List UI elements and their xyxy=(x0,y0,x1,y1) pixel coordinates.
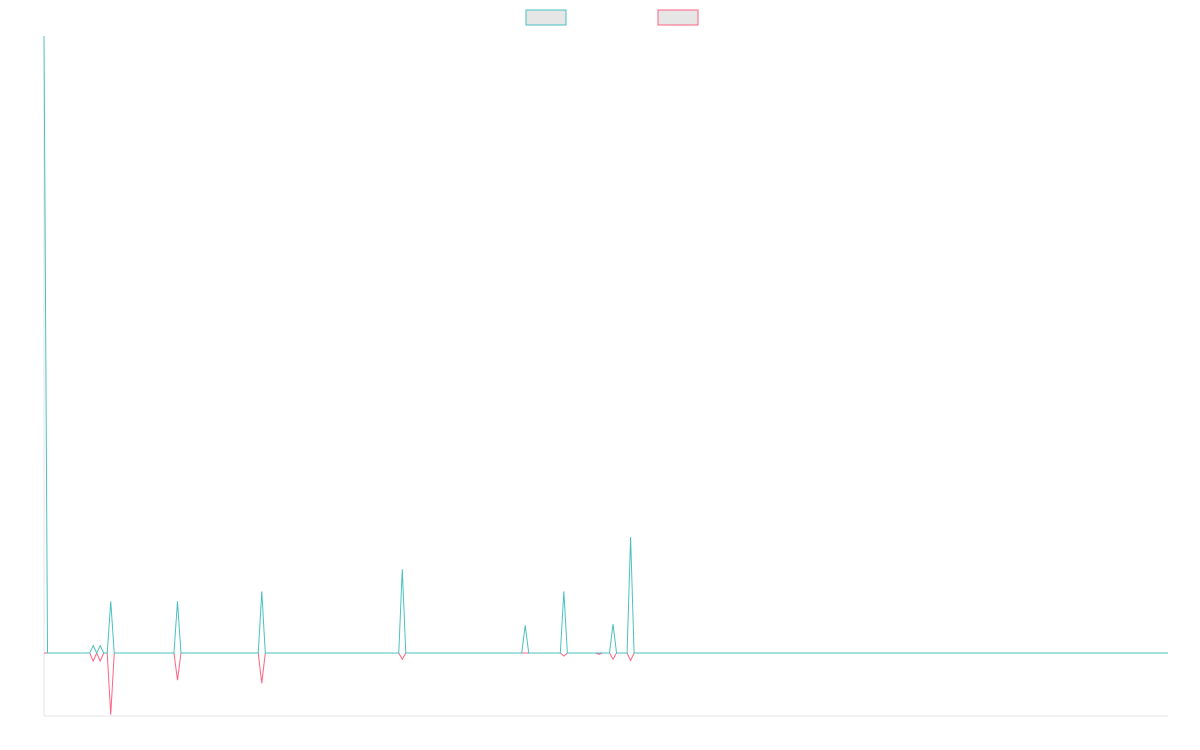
series-line xyxy=(44,651,1168,715)
legend-swatch[interactable] xyxy=(657,9,699,26)
legend-swatch[interactable] xyxy=(525,9,567,26)
series-line xyxy=(43,35,1168,655)
